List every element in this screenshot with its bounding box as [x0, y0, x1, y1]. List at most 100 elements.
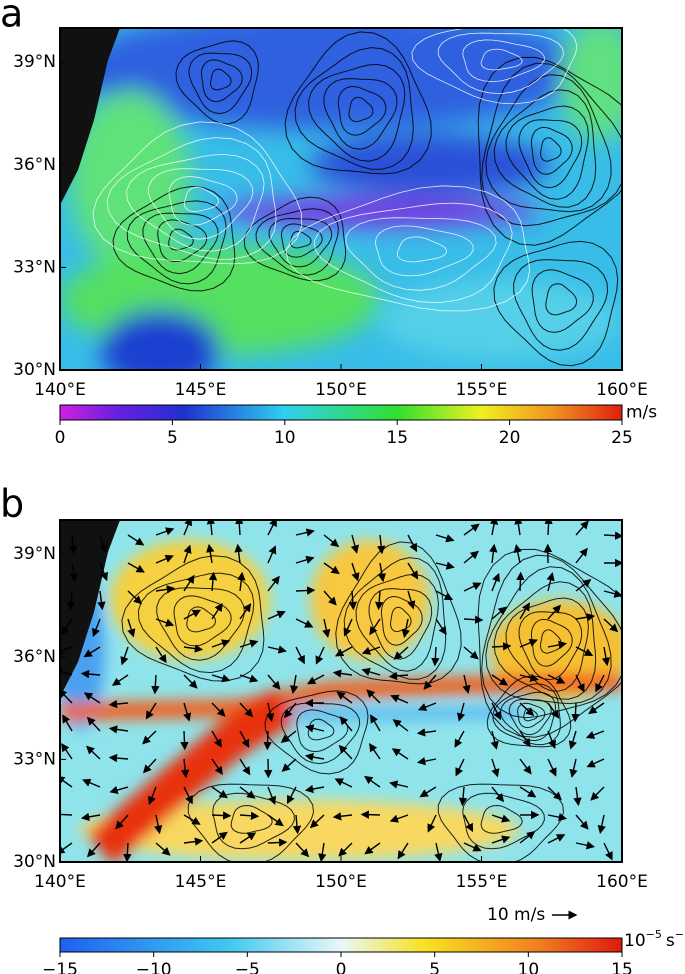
- wind-vector: [389, 814, 409, 823]
- wind-vector: [295, 586, 316, 595]
- wind-vector: [290, 674, 299, 695]
- wind-vector: [208, 571, 218, 592]
- colorbar-tick-label: −15: [42, 960, 78, 974]
- wind-vector: [127, 562, 145, 573]
- vorticity-field: [60, 520, 622, 862]
- contour-line: [343, 557, 447, 680]
- wind-vector: [603, 531, 622, 540]
- y-tick-label: 39°N: [13, 52, 56, 72]
- wind-vector: [491, 786, 505, 803]
- colorbar: [59, 404, 623, 421]
- wind-vector: [280, 730, 297, 743]
- wind-vector: [239, 674, 259, 683]
- x-tick-label: 160°E: [596, 872, 648, 892]
- wind-vector: [419, 786, 437, 798]
- wind-vector: [458, 786, 468, 807]
- wind-vector: [180, 730, 189, 751]
- wind-vector: [431, 646, 440, 667]
- wind-vector: [547, 758, 557, 777]
- wind-vector: [338, 744, 353, 760]
- colorbar-tick-label: 10: [274, 428, 296, 448]
- wind-vector: [304, 784, 325, 794]
- colorbar: [59, 937, 623, 953]
- contour-line: [345, 217, 497, 291]
- wind-vector: [66, 590, 76, 611]
- wind-vector: [239, 758, 251, 776]
- wind-vector: [83, 692, 101, 704]
- x-tick-label: 145°E: [175, 380, 227, 400]
- wind-vector: [463, 582, 482, 592]
- wind-vector: [463, 523, 480, 536]
- colorbar-tick-label: 0: [55, 428, 66, 448]
- wind-vector: [457, 702, 466, 722]
- x-tick-label: 160°E: [596, 380, 648, 400]
- y-tick-label: 39°N: [13, 544, 56, 564]
- wind-vector: [491, 572, 500, 592]
- wind-vector: [568, 730, 577, 750]
- contour-line: [513, 259, 609, 351]
- contour-line: [285, 185, 531, 312]
- panel-label: a: [0, 0, 23, 36]
- wind-vector: [435, 590, 454, 601]
- wind-vector: [416, 757, 437, 766]
- colorbar-unit: 10−5 s−1: [624, 928, 685, 951]
- wind-vector: [127, 618, 136, 638]
- wind-vector: [369, 618, 381, 636]
- contour-line: [539, 137, 562, 162]
- wind-vector: [603, 589, 622, 598]
- wind-vector: [585, 730, 605, 739]
- wind-vector: [142, 730, 157, 745]
- contour-line: [337, 85, 387, 136]
- wind-vector: [60, 775, 73, 788]
- contour-line: [485, 566, 612, 705]
- contour-line: [168, 228, 194, 251]
- wind-vector: [401, 618, 410, 638]
- wind-vector: [62, 714, 73, 732]
- contour-line: [137, 572, 255, 674]
- wind-vector: [85, 745, 101, 760]
- wind-vector: [575, 646, 594, 656]
- wind-vector: [142, 758, 157, 774]
- wind-vector: [60, 842, 73, 855]
- colorbar-unit: m/s: [626, 403, 657, 423]
- wind-vector: [295, 618, 314, 628]
- wind-vector: [547, 674, 566, 684]
- wind-vector: [348, 590, 358, 611]
- wind-vector: [239, 832, 257, 844]
- wind-vector: [513, 544, 522, 564]
- contour-line: [186, 606, 216, 633]
- contour-line: [505, 105, 589, 200]
- contour-line: [148, 168, 254, 240]
- wind-vector: [239, 730, 250, 749]
- wind-vector: [155, 554, 174, 564]
- wind-vector: [455, 758, 465, 777]
- wind-vector: [237, 571, 246, 592]
- wind-vector: [292, 814, 302, 835]
- contour-line: [264, 690, 369, 775]
- contour-line: [209, 68, 232, 91]
- wind-vector: [407, 562, 419, 580]
- wind-vector: [183, 544, 192, 564]
- wind-vector: [603, 618, 619, 633]
- wind-vector: [407, 534, 418, 553]
- wind-vector: [334, 778, 353, 788]
- wind-vector: [115, 814, 129, 830]
- wind-vector: [295, 842, 310, 858]
- wind-vector: [427, 814, 437, 833]
- wind-vector: [463, 646, 479, 660]
- wind-vector: [364, 842, 381, 855]
- contour-line: [280, 223, 323, 258]
- wind-vector: [519, 758, 532, 775]
- contour-line: [294, 47, 414, 170]
- wind-vector: [519, 602, 530, 620]
- wind-vector: [322, 618, 331, 638]
- contour-line: [212, 792, 295, 850]
- contour-line: [106, 137, 277, 260]
- colorbar-tick-label: −10: [136, 960, 172, 974]
- wind-vector: [82, 778, 101, 788]
- wind-vector: [206, 543, 215, 564]
- contour-line: [480, 48, 523, 71]
- wind-vector: [491, 674, 509, 686]
- wind-vector: [211, 786, 228, 799]
